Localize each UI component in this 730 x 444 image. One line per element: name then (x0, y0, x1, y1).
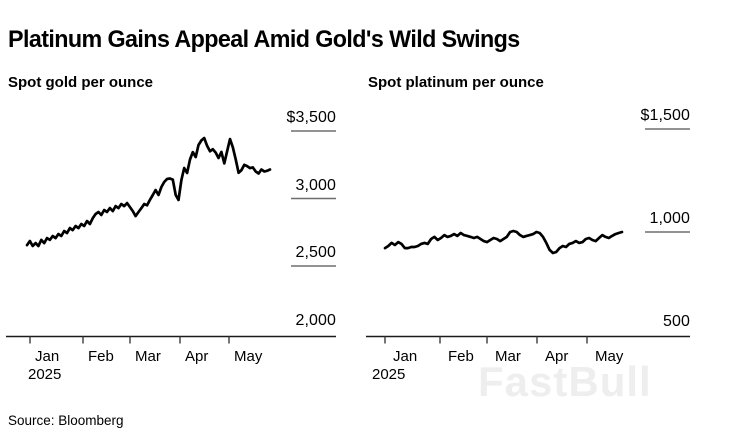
y-axis-label: 500 (663, 313, 690, 330)
chart-headline: Platinum Gains Appeal Amid Gold's Wild S… (8, 26, 520, 54)
x-axis-year-label: 2025 (372, 366, 406, 383)
spot-gold-line (25, 136, 272, 248)
x-axis-label: Jan (393, 348, 418, 365)
y-axis-label: 1,000 (649, 210, 690, 227)
x-axis-label: Apr (185, 348, 209, 365)
x-axis-label: Mar (495, 348, 521, 365)
x-axis-label: May (595, 348, 624, 365)
source-credit: Source: Bloomberg (8, 413, 124, 428)
y-axis-label: 2,000 (295, 311, 336, 329)
x-axis-label: Feb (88, 348, 114, 365)
x-axis-label: Feb (448, 348, 474, 365)
y-axis-label: 2,500 (295, 244, 336, 261)
x-axis-label: Mar (135, 348, 161, 365)
x-axis-year-label: 2025 (28, 366, 62, 383)
x-axis-label: Apr (545, 348, 569, 365)
y-axis-label: $1,500 (640, 107, 690, 124)
y-axis-label: 3,000 (295, 176, 336, 194)
platinum-chart-title: Spot platinum per ounce (368, 74, 544, 91)
x-axis-label: May (234, 348, 263, 365)
y-axis-label: $3,500 (286, 109, 336, 126)
gold-chart-title: Spot gold per ounce (8, 74, 153, 91)
x-axis-label: Jan (35, 348, 60, 365)
watermark: FastBull (478, 358, 652, 405)
spot-platinum-line (383, 229, 624, 255)
